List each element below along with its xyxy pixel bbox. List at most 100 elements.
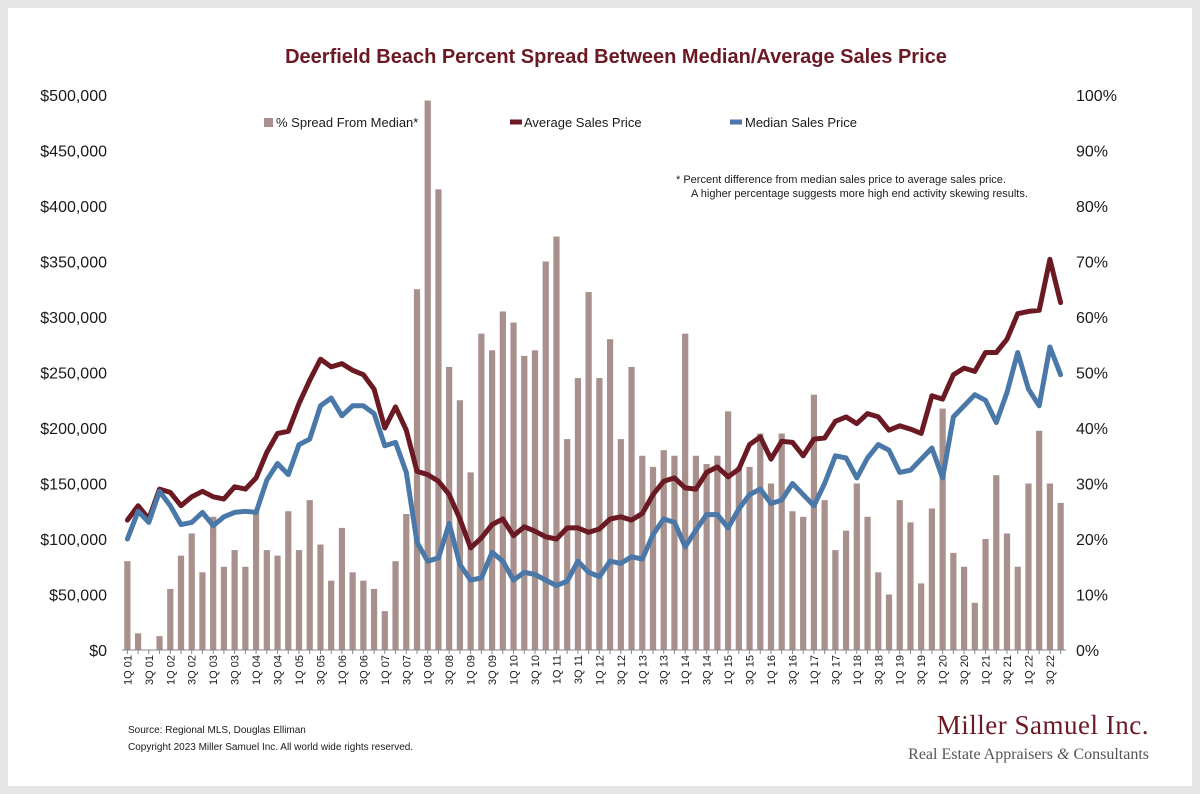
- x-tick-label: 1Q 10: [509, 655, 521, 685]
- y-left-tick-label: $200,000: [40, 421, 107, 438]
- x-tick-label: 3Q 01: [144, 655, 156, 685]
- spread-bar: [1014, 566, 1021, 650]
- footnote-line-1: * Percent difference from median sales p…: [676, 174, 1006, 186]
- x-tick-label: 1Q 11: [552, 655, 564, 684]
- copyright-line: Copyright 2023 Miller Samuel Inc. All wo…: [128, 742, 413, 753]
- y-left-tick-label: $500,000: [40, 88, 107, 105]
- footnote: * Percent difference from median sales p…: [676, 174, 1028, 200]
- y-right-tick-label: 70%: [1076, 255, 1108, 272]
- spread-bar: [1046, 483, 1054, 650]
- legend-spread-swatch: [264, 118, 273, 127]
- spread-bar: [177, 555, 185, 650]
- x-tick-label: 3Q 17: [830, 655, 842, 685]
- y-right-tick-label: 20%: [1076, 532, 1108, 549]
- spread-bar: [338, 527, 346, 650]
- spread-bar: [907, 522, 914, 650]
- spread-bar: [671, 455, 678, 650]
- spread-bar: [167, 588, 174, 650]
- spread-bar: [188, 533, 195, 650]
- x-tick-label: 1Q 06: [337, 655, 349, 685]
- x-tick-label: 1Q 22: [1024, 655, 1036, 685]
- y-right-tick-label: 50%: [1076, 366, 1108, 383]
- y-right-tick-label: 40%: [1076, 421, 1108, 438]
- spread-bar: [789, 511, 796, 650]
- spread-bar: [295, 550, 303, 650]
- x-tick-label: 3Q 22: [1045, 655, 1057, 685]
- spread-bar: [649, 466, 657, 650]
- footnote-line-2: A higher percentage suggests more high e…: [691, 188, 1028, 200]
- spread-bar: [1057, 502, 1064, 650]
- average-price-line: [124, 256, 1064, 551]
- x-tick-label: 1Q 16: [766, 655, 778, 685]
- spread-bar: [660, 450, 667, 650]
- y-left-tick-label: $450,000: [40, 144, 107, 161]
- x-tick-label: 1Q 19: [895, 655, 907, 685]
- spread-bar: [982, 539, 989, 650]
- spread-bar: [724, 411, 732, 650]
- x-tick-label: 3Q 09: [487, 655, 499, 685]
- spread-bar: [370, 588, 378, 650]
- y-left-tick-label: $400,000: [40, 199, 107, 216]
- spread-bar: [156, 636, 163, 650]
- spread-bar: [424, 100, 431, 651]
- spread-bar: [542, 261, 549, 650]
- spread-bar: [853, 483, 860, 650]
- y-right-tick-label: 60%: [1076, 310, 1108, 327]
- y-right-tick-label: 10%: [1076, 588, 1108, 605]
- x-tick-label: 1Q 15: [723, 655, 735, 685]
- x-tick-label: 3Q 15: [745, 655, 757, 685]
- x-tick-label: 1Q 02: [165, 655, 177, 685]
- y-left-tick-label: $100,000: [40, 532, 107, 549]
- spread-bar: [210, 516, 217, 650]
- y-left-tick-label: $50,000: [49, 588, 107, 605]
- spread-bar: [939, 408, 946, 650]
- spread-bar: [263, 550, 270, 650]
- spread-bar: [757, 433, 764, 650]
- x-tick-label: 3Q 16: [788, 655, 800, 685]
- x-tick-label: 3Q 13: [659, 655, 671, 685]
- spread-bar: [220, 566, 228, 650]
- spread-bar: [606, 339, 614, 650]
- price-lines: [124, 256, 1064, 589]
- y-left-tick-label: $300,000: [40, 310, 107, 327]
- spread-bar: [896, 500, 903, 650]
- x-tick-label: 1Q 07: [380, 655, 392, 685]
- y-right-tick-label: 80%: [1076, 199, 1108, 216]
- x-tick-label: 3Q 11: [573, 655, 585, 684]
- x-tick-label: 3Q 07: [401, 655, 413, 685]
- spread-bar: [596, 378, 603, 650]
- chart-title: Deerfield Beach Percent Spread Between M…: [285, 46, 947, 68]
- spread-bar: [285, 511, 292, 650]
- y-axis-left: $0 $50,000 $100,000 $150,000 $200,000 $250,00…: [40, 88, 107, 660]
- median-price-line: [124, 344, 1064, 589]
- x-tick-label: 3Q 21: [1002, 655, 1014, 685]
- spread-bar: [885, 594, 893, 650]
- spread-bar: [864, 516, 871, 650]
- spread-bar: [531, 350, 539, 650]
- y-left-tick-label: $350,000: [40, 255, 107, 272]
- legend: % Spread From Median* Average Sales Pric…: [264, 115, 857, 130]
- x-tick-label: 1Q 20: [938, 655, 950, 685]
- spread-bar: [714, 455, 721, 650]
- x-tick-label: 3Q 12: [616, 655, 628, 685]
- spread-bar: [703, 464, 710, 650]
- x-tick-label: 3Q 10: [530, 655, 542, 685]
- spread-bar: [971, 602, 978, 650]
- spread-bar: [875, 572, 882, 650]
- spread-bar: [199, 572, 206, 650]
- spread-bar: [446, 366, 453, 650]
- spread-bar: [585, 292, 592, 650]
- x-tick-label: 3Q 14: [702, 655, 714, 685]
- spread-bar: [810, 394, 818, 650]
- source-block: Source: Regional MLS, Douglas Elliman Co…: [128, 725, 413, 753]
- spread-bar: [274, 555, 281, 650]
- spread-bar: [564, 439, 571, 650]
- spread-bar: [510, 322, 517, 650]
- legend-average-label: Average Sales Price: [524, 115, 642, 130]
- chart-frame: Deerfield Beach Percent Spread Between M…: [8, 8, 1192, 786]
- spread-bar: [628, 366, 635, 650]
- x-axis-ticks: 1Q 01 3Q 01 1Q 02 3Q 02 1Q 03 3Q 03 1Q 04 3Q 04…: [122, 650, 1062, 685]
- x-tick-label: 3Q 03: [230, 655, 242, 685]
- brand-tagline: Real Estate Appraisers & Consultants: [908, 746, 1149, 763]
- x-tick-label: 1Q 13: [637, 655, 649, 685]
